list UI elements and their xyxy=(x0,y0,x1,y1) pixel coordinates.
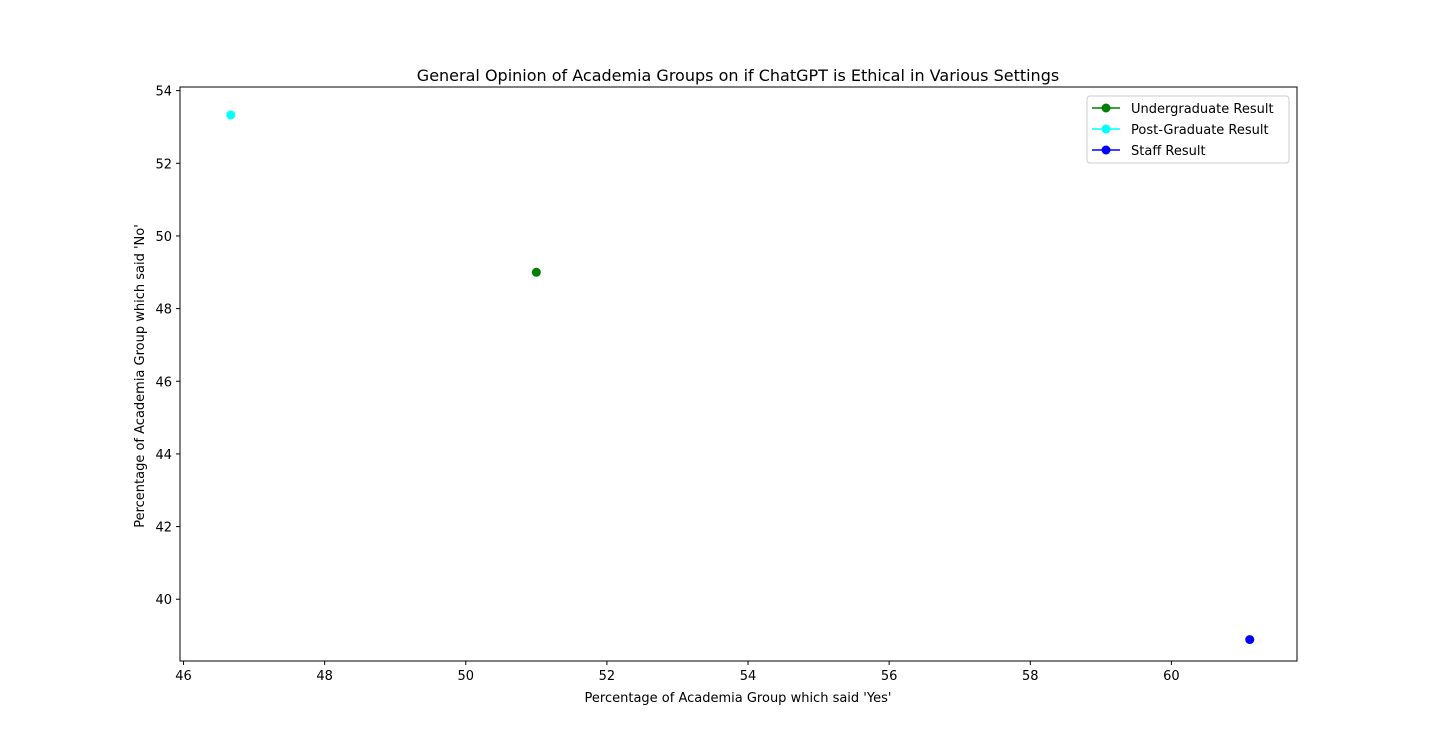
legend-box xyxy=(1086,95,1290,164)
x-tick-label: 46 xyxy=(175,669,192,684)
data-point xyxy=(226,110,236,120)
x-axis: 46 48 50 52 54 56 58 60 xyxy=(175,661,1180,684)
x-tick-label: 60 xyxy=(1163,669,1180,684)
y-axis-label: Percentage of Academia Group which said … xyxy=(133,224,148,528)
y-tick-label: 40 xyxy=(155,593,172,608)
y-tick-label: 54 xyxy=(155,85,172,100)
chart-title: General Opinion of Academia Groups on if… xyxy=(417,66,1059,85)
plot-frame xyxy=(179,86,1298,662)
x-tick-label: 56 xyxy=(881,669,898,684)
legend-label: Staff Result xyxy=(1131,144,1206,159)
y-tick-label: 52 xyxy=(155,157,172,172)
x-tick-label: 54 xyxy=(740,669,757,684)
legend-marker xyxy=(1101,124,1111,134)
plot-area xyxy=(179,86,1298,662)
y-axis: 40 42 44 46 48 50 52 54 xyxy=(155,85,180,608)
data-point xyxy=(531,267,541,277)
legend: Undergraduate Result Post-Graduate Result… xyxy=(1086,95,1290,164)
legend-label: Undergraduate Result xyxy=(1131,102,1274,117)
legend-marker xyxy=(1101,103,1111,113)
y-tick-label: 42 xyxy=(155,521,172,536)
x-axis-label: Percentage of Academia Group which said … xyxy=(585,691,892,706)
x-tick-label: 52 xyxy=(599,669,616,684)
y-tick-label: 46 xyxy=(155,375,172,390)
x-tick-label: 50 xyxy=(458,669,475,684)
x-tick-label: 58 xyxy=(1022,669,1039,684)
data-point xyxy=(1245,635,1255,645)
y-tick-label: 50 xyxy=(155,230,172,245)
y-tick-label: 48 xyxy=(155,303,172,318)
legend-marker xyxy=(1101,145,1111,155)
legend-label: Post-Graduate Result xyxy=(1131,123,1269,138)
y-tick-label: 44 xyxy=(155,448,172,463)
x-tick-label: 48 xyxy=(316,669,333,684)
